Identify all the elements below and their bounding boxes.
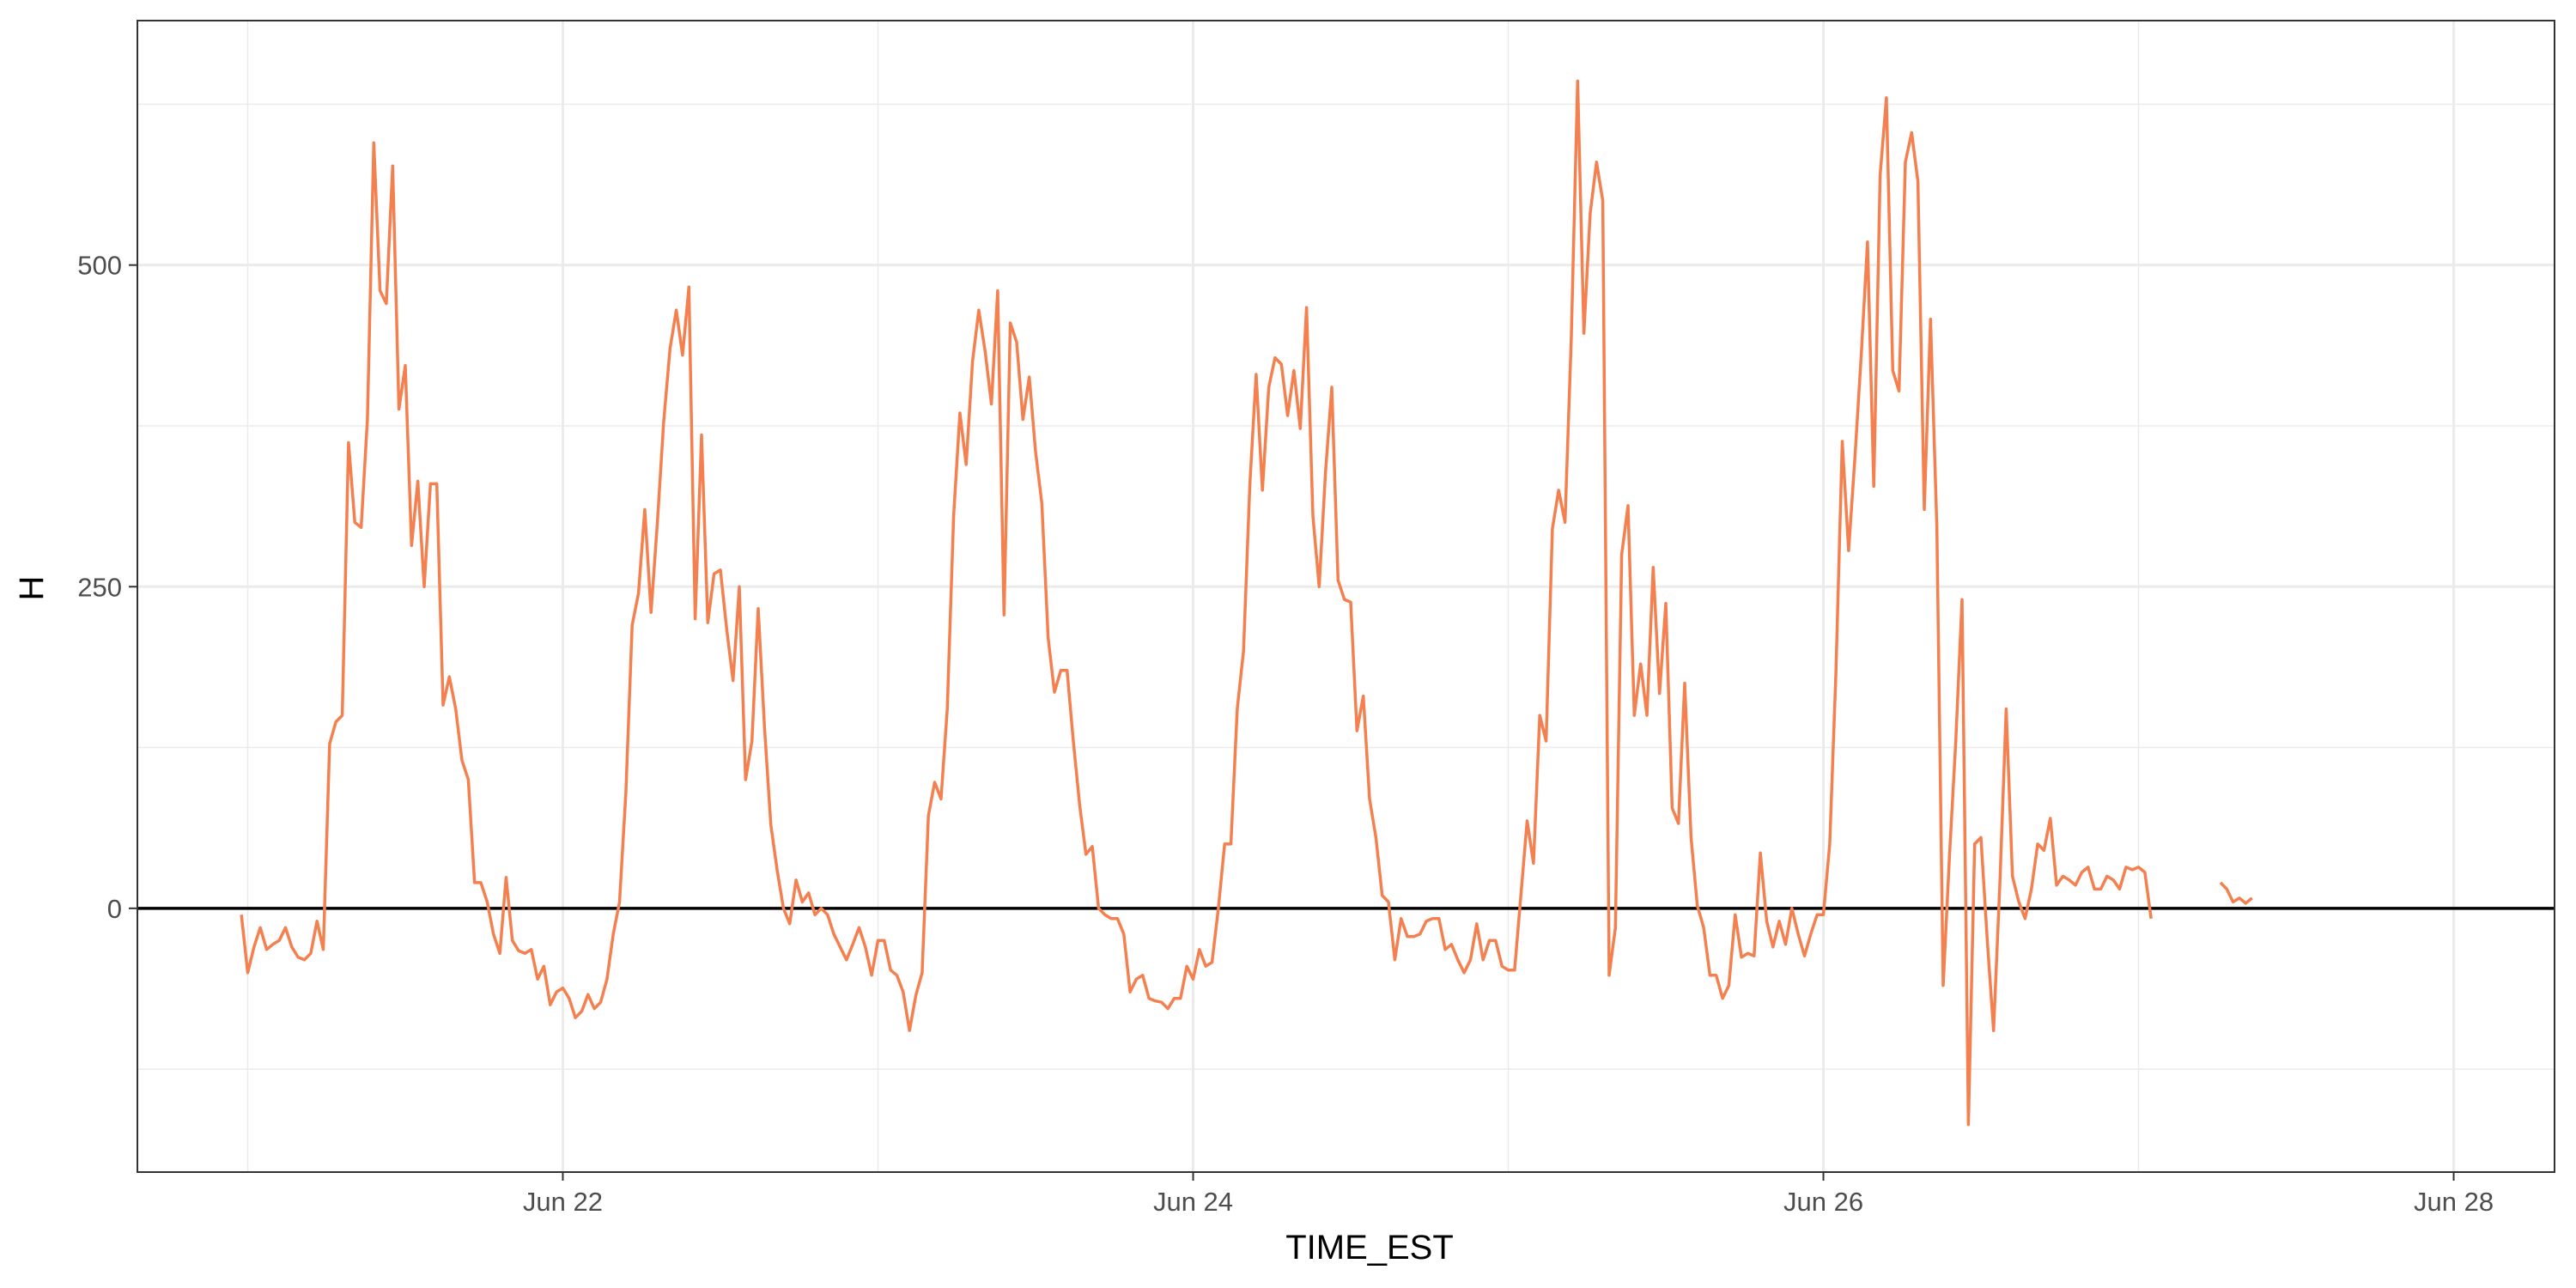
y-axis-title: H	[13, 576, 51, 601]
panel-border	[137, 20, 2555, 1173]
series-layer	[240, 79, 2253, 1127]
x-axis-title: TIME_EST	[1285, 1229, 1454, 1267]
x-axis-ticks: Jun 22 Jun 24 Jun 26 Jun 28	[523, 1172, 2494, 1217]
y-tick-label: 500	[77, 251, 122, 281]
x-tick-label: Jun 22	[523, 1187, 603, 1217]
y-axis-ticks: 0 250 500	[77, 251, 137, 924]
series-line-segment-2	[2219, 881, 2253, 905]
y-tick-label: 250	[77, 572, 122, 602]
x-tick-label: Jun 28	[2414, 1187, 2494, 1217]
y-tick-label: 0	[107, 894, 122, 924]
grid-lines	[137, 21, 2555, 1172]
x-tick-label: Jun 26	[1783, 1187, 1863, 1217]
x-tick-label: Jun 24	[1153, 1187, 1233, 1217]
plot-panel	[137, 21, 2555, 1172]
series-line-segment-1	[240, 79, 2153, 1127]
